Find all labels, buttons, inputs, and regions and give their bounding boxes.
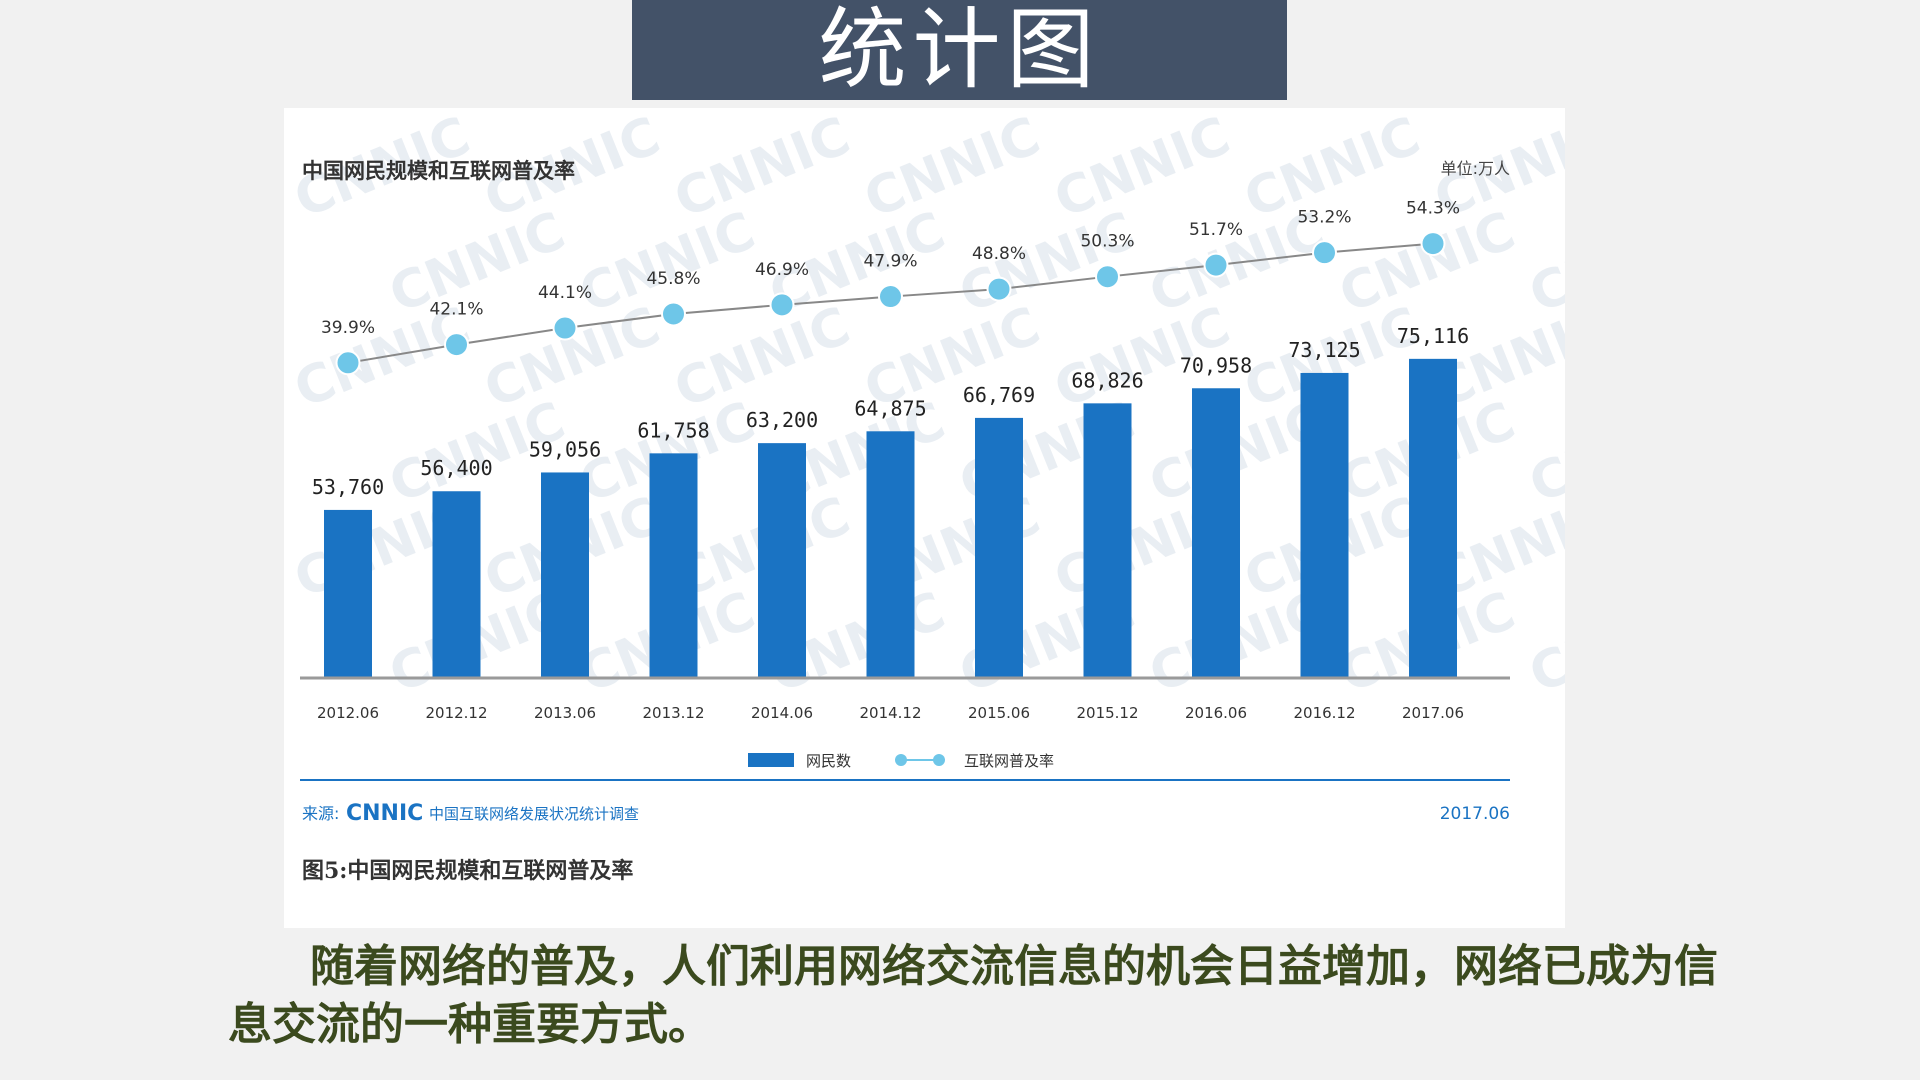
bar [758,443,806,678]
bar [975,417,1023,678]
bar-value-label: 64,875 [854,396,926,420]
chart-figure: CNNIC CNNIC CNNIC CNNIC CNNIC CNNIC CNNIC CNNIC… [284,108,1565,928]
x-tick-label: 2015.06 [968,704,1030,722]
rate-marker [1420,231,1446,257]
watermark-text: CNNIC [666,296,858,420]
rate-value-label: 53.2% [1297,208,1351,228]
watermark-text: CNNIC [1521,581,1565,705]
rate-value-label: 44.1% [538,283,592,303]
rate-marker [661,301,686,327]
x-tick-label: 2012.12 [425,704,487,722]
bar [432,491,481,678]
bar-labels-layer: 53,760 56,400 59,056 61,758 63,200 64,875 66,7… [312,324,1469,499]
legend-line-marker [933,754,945,766]
markers-layer [335,231,1446,376]
figure-caption: 图5:中国网民规模和互联网普及率 [302,858,633,884]
x-tick-label: 2013.12 [642,704,704,722]
bar-value-label: 66,769 [963,383,1035,407]
legend-bar-label: 网民数 [806,752,851,770]
watermark-text: CNNIC [1046,108,1238,230]
bar-value-label: 63,200 [746,408,818,432]
slide-caption: 随着网络的普及，人们利用网络交流信息的机会日益增加，网络已成为信息交流的一种重要… [228,941,1718,1050]
bar-value-label: 59,056 [529,437,601,461]
legend-line-label: 互联网普及率 [964,752,1054,770]
bar-value-label: 68,826 [1071,368,1143,392]
rate-marker [444,332,469,358]
slide-title: 统计图 [818,0,1101,101]
legend-line-marker [895,754,907,766]
watermark-text: CNNIC [1521,391,1565,515]
rate-value-label: 39.9% [321,318,375,338]
rate-value-label: 54.3% [1406,199,1460,219]
rate-marker [878,284,903,310]
x-tick-labels: 2012.06 2012.12 2013.06 2013.12 2014.06 2014.… [317,704,1464,722]
rate-value-label: 50.3% [1080,232,1134,252]
x-tick-label: 2015.12 [1076,704,1138,722]
bar [1083,403,1132,678]
x-tick-label: 2012.06 [317,704,379,722]
bar [541,472,589,678]
source-prefix: 来源: [302,804,339,823]
rate-value-label: 48.8% [972,244,1026,264]
rate-marker [552,315,578,341]
rate-marker [1095,264,1120,290]
rate-marker [335,350,361,376]
legend-bar-swatch [748,753,794,767]
bars-layer [324,358,1457,678]
watermark-text: CNNIC [856,108,1048,230]
bar [649,453,698,678]
watermark-text: CNNIC [476,296,668,420]
slide-title-banner: 统计图 [632,0,1287,100]
cnnic-logo: CNNIC [346,801,423,826]
chart-svg: CNNICCNNICCNNICCNNICCNNICCNNICCNNICCNNIC… [286,108,1565,884]
rate-marker [1312,240,1337,266]
x-tick-label: 2013.06 [534,704,596,722]
source-name: 中国互联网络发展状况统计调查 [429,805,639,823]
x-tick-label: 2014.12 [859,704,921,722]
rate-value-label: 47.9% [863,252,917,272]
rate-value-label: 42.1% [429,300,483,320]
x-tick-label: 2016.12 [1293,704,1355,722]
watermark-text: CNNIC [1521,201,1565,325]
x-tick-label: 2016.06 [1185,704,1247,722]
rate-value-label: 45.8% [646,269,700,289]
x-tick-label: 2017.06 [1402,704,1464,722]
bar-value-label: 56,400 [420,456,492,480]
rate-marker [769,292,795,318]
bar [324,509,372,678]
bar-value-label: 53,760 [312,475,384,499]
bar-value-label: 75,116 [1397,324,1469,348]
rate-marker [1203,252,1229,278]
source-date: 2017.06 [1440,804,1510,824]
bar-value-label: 73,125 [1288,338,1360,362]
chart-unit-label: 单位:万人 [1441,159,1510,178]
watermark-text: CNNIC [1331,201,1523,325]
bar-value-label: 70,958 [1180,353,1252,377]
x-tick-label: 2014.06 [751,704,813,722]
rate-marker [986,276,1012,302]
chart-header-title: 中国网民规模和互联网普及率 [302,158,575,183]
rate-value-label: 46.9% [755,260,809,280]
watermark-text: CNNIC [666,108,858,230]
bar [1300,372,1349,678]
bar [866,431,915,678]
bar [1409,358,1457,678]
bar-value-label: 61,758 [637,418,709,442]
legend: 网民数 互联网普及率 [748,752,1054,770]
rate-value-label: 51.7% [1189,220,1243,240]
bar [1192,388,1240,678]
rate-labels-layer: 39.9% 42.1% 44.1% 45.8% 46.9% 47.9% 48.8% 50.3%… [321,199,1460,338]
